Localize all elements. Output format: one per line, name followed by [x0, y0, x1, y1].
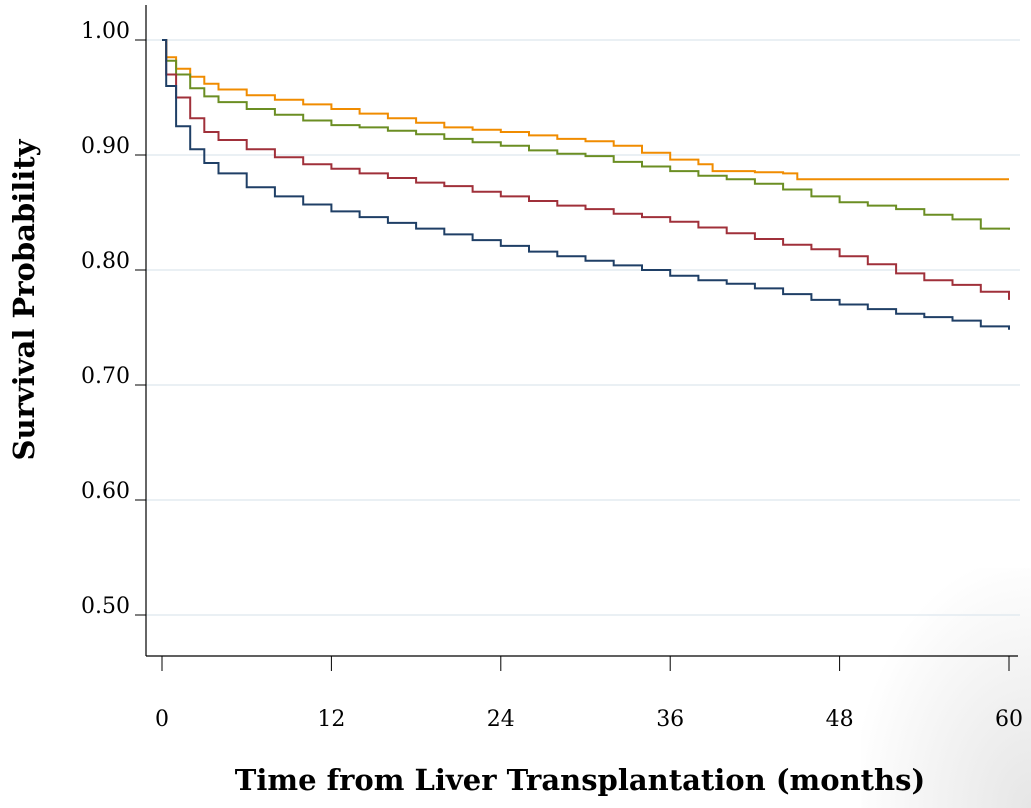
survival-curve-3 — [162, 39, 1010, 300]
survival-curve-2 — [162, 39, 1010, 230]
x-tick-label: 0 — [155, 707, 169, 732]
y-tick-label: 0.80 — [81, 249, 130, 274]
x-tick-label: 24 — [487, 707, 515, 732]
y-axis-title: Survival Probability — [7, 138, 41, 460]
survival-curve-4 — [162, 39, 1010, 330]
x-tick-label: 60 — [995, 707, 1023, 732]
gridlines — [146, 39, 1020, 616]
x-axis-title: Time from Liver Transplantation (months) — [235, 763, 925, 797]
axes — [145, 5, 1018, 657]
corner-shading — [861, 568, 1031, 808]
y-tick-label: 0.50 — [81, 594, 130, 619]
survival-curve-1 — [162, 39, 1009, 181]
y-tick-label: 0.90 — [81, 134, 130, 159]
x-tick-label: 36 — [656, 707, 684, 732]
series — [162, 39, 1010, 330]
x-tick-label: 48 — [826, 707, 854, 732]
x-tick-label: 12 — [317, 707, 345, 732]
y-tick-label: 1.00 — [81, 19, 130, 44]
ticks: 1.00 0.90 0.80 0.70 0.60 0.50 0 12 24 36 48 60 — [81, 19, 1023, 732]
y-tick-label: 0.60 — [81, 479, 130, 504]
y-tick-label: 0.70 — [81, 364, 130, 389]
